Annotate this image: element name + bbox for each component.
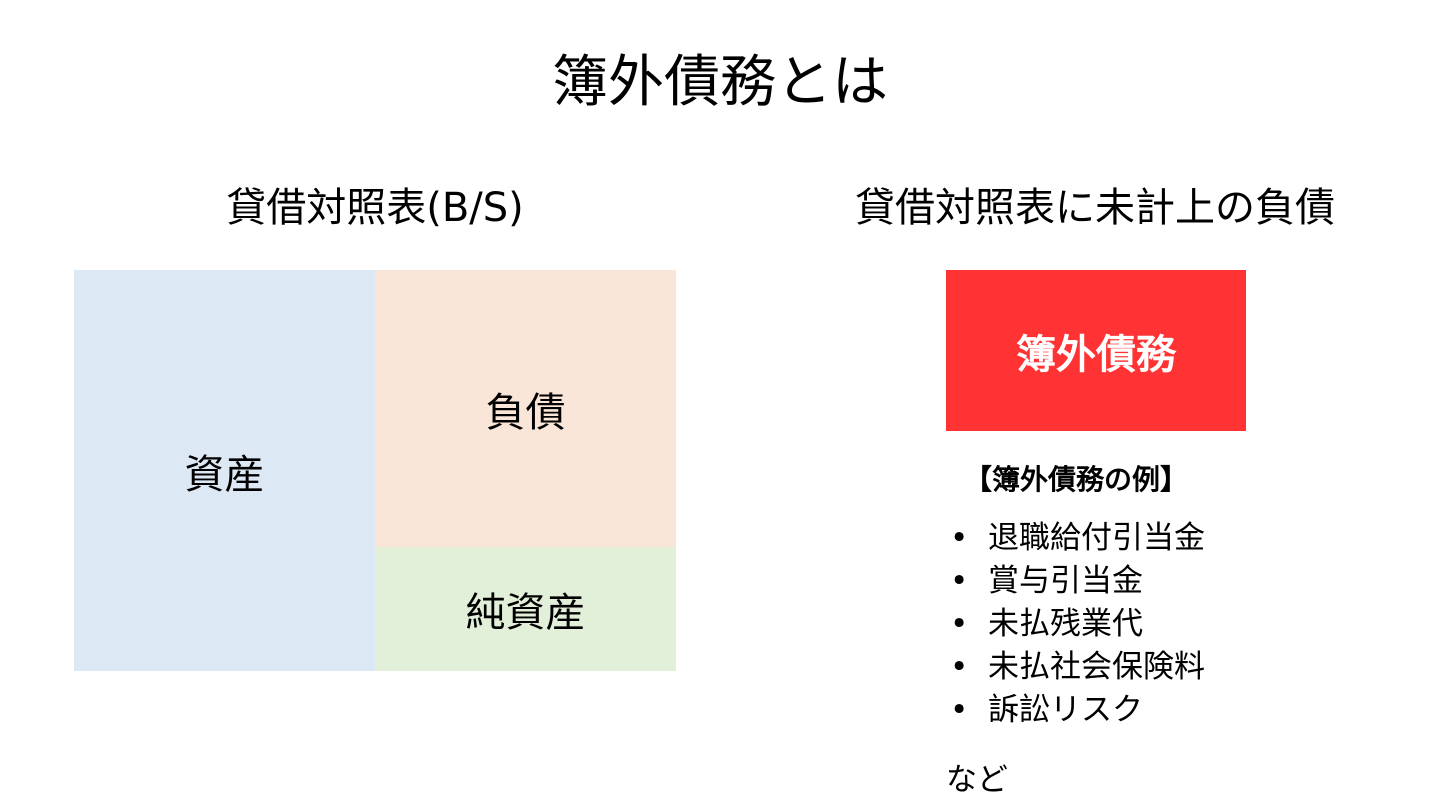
- bullet-icon: •: [950, 563, 969, 599]
- example-text: 未払残業代: [988, 606, 1143, 642]
- list-item: • 賞与引当金: [946, 560, 1205, 603]
- example-text: 訴訟リスク: [988, 692, 1143, 728]
- off-balance-heading: 貸借対照表に未計上の負債: [855, 185, 1335, 231]
- list-item: • 未払社会保険料: [946, 646, 1205, 689]
- bullet-icon: •: [950, 606, 969, 642]
- examples-heading: 【簿外債務の例】: [964, 463, 1189, 496]
- list-item: • 未払残業代: [946, 603, 1205, 646]
- slide-title: 簿外債務とは: [552, 50, 888, 115]
- bullet-icon: •: [950, 692, 969, 728]
- list-item: • 退職給付引当金: [946, 517, 1205, 560]
- bullet-icon: •: [950, 649, 969, 685]
- liabilities-label: 負債: [485, 389, 566, 436]
- assets-label: 資産: [184, 451, 265, 498]
- off-balance-debt-box: 簿外債務: [946, 270, 1246, 431]
- list-item: • 訴訟リスク: [946, 689, 1205, 732]
- etc-text: など: [946, 762, 1008, 798]
- off-balance-debt-label: 簿外債務: [1016, 331, 1176, 378]
- liabilities-box: 負債: [375, 270, 676, 547]
- bs-heading: 貸借対照表(B/S): [226, 185, 524, 231]
- example-text: 退職給付引当金: [988, 520, 1205, 556]
- examples-list: • 退職給付引当金 • 賞与引当金 • 未払残業代 • 未払社会保険料 • 訴訟リスク: [946, 517, 1205, 732]
- net-assets-label: 純資産: [465, 590, 586, 636]
- bullet-icon: •: [950, 520, 969, 556]
- example-text: 未払社会保険料: [988, 649, 1205, 685]
- assets-box: 資産: [74, 270, 375, 671]
- net-assets-box: 純資産: [375, 547, 676, 671]
- example-text: 賞与引当金: [988, 563, 1143, 599]
